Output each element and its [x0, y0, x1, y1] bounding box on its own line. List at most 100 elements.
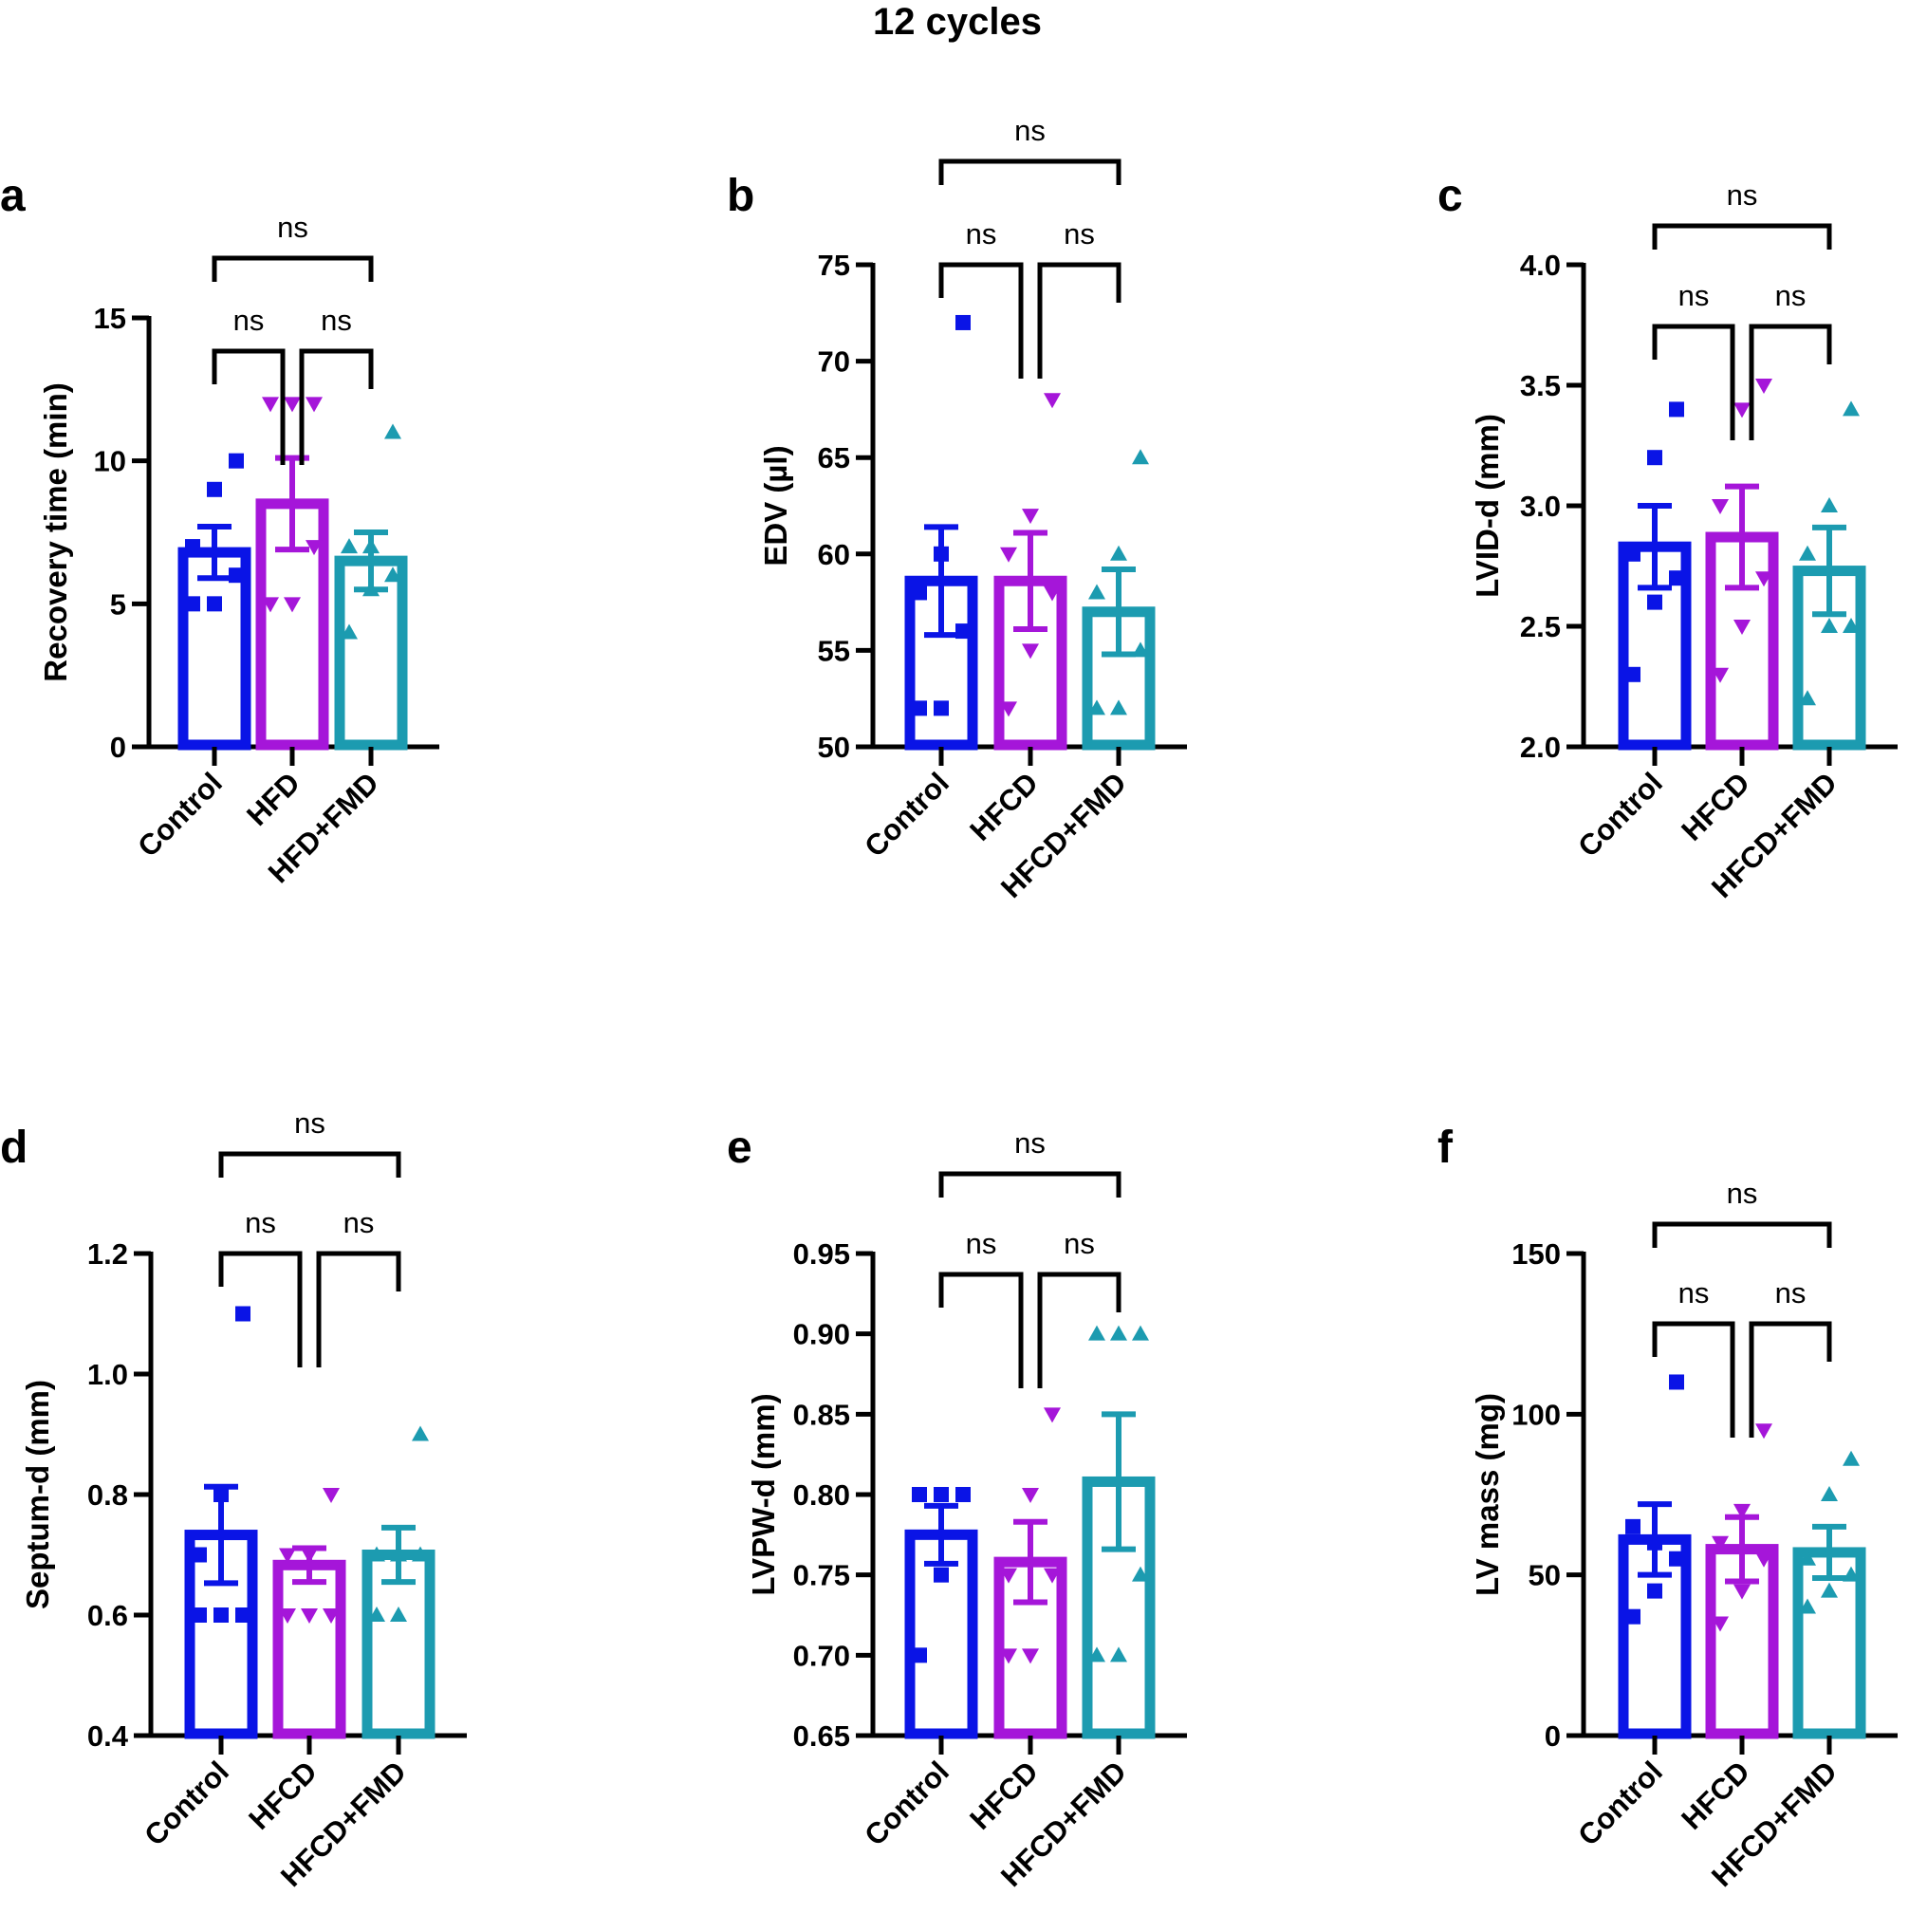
- data-point: [323, 1488, 340, 1503]
- significance-label: ns: [343, 1206, 375, 1239]
- significance-bracket: [1037, 262, 1121, 379]
- data-point: [279, 1548, 296, 1564]
- data-point: [192, 1547, 207, 1563]
- data-point: [1755, 571, 1772, 587]
- data-point: [934, 700, 949, 716]
- data-point: [1843, 1566, 1860, 1582]
- panel-letter: d: [0, 1123, 28, 1173]
- significance-bracket: [218, 1251, 303, 1367]
- data-point: [934, 1567, 949, 1583]
- category-label: Control: [858, 1755, 955, 1852]
- y-axis-label: Recovery time (min): [38, 382, 73, 681]
- significance-label: ns: [966, 1227, 997, 1260]
- y-tick-label: 0.75: [793, 1559, 850, 1592]
- y-tick-label: 0.70: [793, 1639, 850, 1672]
- y-axis-label: LVPW-d (mm): [746, 1393, 781, 1595]
- data-point: [1733, 402, 1751, 418]
- data-point: [1821, 1486, 1838, 1501]
- data-point: [185, 596, 200, 612]
- y-tick-label: 60: [818, 538, 850, 571]
- data-point: [1733, 620, 1751, 635]
- data-point: [1712, 1535, 1729, 1551]
- panel-letter: c: [1437, 171, 1463, 221]
- y-tick-label: 0.4: [87, 1719, 129, 1753]
- y-tick-label: 0: [110, 731, 126, 764]
- y-tick-label: 1.2: [87, 1237, 128, 1271]
- y-axis-label: LVID-d (mm): [1470, 414, 1505, 598]
- data-point: [1821, 497, 1838, 512]
- significance-label: ns: [233, 304, 265, 337]
- significance-bracket: [1652, 324, 1735, 440]
- significance-bracket: [316, 1251, 401, 1367]
- data-point: [301, 1548, 318, 1564]
- category-label: HFCD: [242, 1755, 324, 1836]
- data-point: [912, 700, 927, 716]
- data-point: [306, 397, 323, 413]
- panel-letter: e: [727, 1123, 752, 1173]
- data-point: [1000, 1648, 1017, 1664]
- data-point: [1712, 667, 1729, 683]
- data-point: [1088, 1325, 1105, 1341]
- data-point: [1088, 584, 1105, 600]
- significance-bracket: [218, 1151, 401, 1178]
- data-point: [1022, 643, 1039, 659]
- data-point: [1712, 499, 1729, 514]
- data-point: [362, 538, 380, 554]
- panel-letter: f: [1437, 1123, 1454, 1173]
- data-point: [1755, 379, 1772, 394]
- data-point: [323, 1608, 340, 1624]
- y-tick-label: 0.95: [793, 1237, 850, 1271]
- data-point: [341, 623, 358, 640]
- data-point: [1088, 699, 1105, 715]
- data-point: [213, 1487, 229, 1502]
- category-label: HFCD: [1675, 1755, 1756, 1836]
- data-point: [235, 1607, 250, 1623]
- data-point: [1000, 1568, 1017, 1584]
- data-point: [1044, 1568, 1061, 1584]
- data-point: [1755, 1551, 1772, 1568]
- data-point: [1110, 1325, 1127, 1341]
- category-label: Control: [138, 1755, 235, 1852]
- panel-d: d Septum-d (mm) 0.4 0.6 0.8 1.0 1.2 Control HFCD…: [0, 1106, 467, 1893]
- panel-e: e LVPW-d (mm) 0.65 0.70 0.75 0.80 0.85 0.90 0.95…: [727, 1123, 1187, 1893]
- data-point: [384, 567, 401, 583]
- y-tick-label: 0: [1545, 1719, 1561, 1753]
- y-tick-label: 0.90: [793, 1318, 850, 1351]
- y-tick-label: 0.8: [87, 1478, 128, 1512]
- data-point: [1132, 1325, 1149, 1341]
- data-point: [341, 538, 358, 554]
- panel-letter: a: [0, 171, 26, 221]
- significance-bracket: [212, 255, 374, 282]
- data-point: [207, 481, 222, 497]
- data-point: [934, 1487, 949, 1502]
- data-point: [1000, 547, 1017, 563]
- significance-bracket: [212, 348, 286, 465]
- category-label: Control: [1571, 1755, 1669, 1852]
- significance-bracket: [938, 1272, 1024, 1388]
- data-point: [1755, 1423, 1772, 1440]
- y-tick-label: 50: [1529, 1559, 1561, 1592]
- data-point: [1799, 1550, 1816, 1566]
- category-label: HFCD: [963, 1755, 1045, 1836]
- data-point: [229, 453, 244, 469]
- significance-label: ns: [1014, 1126, 1046, 1160]
- y-tick-label: 0.80: [793, 1478, 850, 1512]
- data-point: [207, 596, 222, 612]
- significance-label: ns: [1727, 1177, 1758, 1210]
- category-label: HFCD: [963, 766, 1045, 847]
- y-axis-label: Septum-d (mm): [20, 1380, 55, 1609]
- significance-bracket: [1652, 223, 1832, 250]
- significance-label: ns: [294, 1106, 325, 1140]
- data-point: [1821, 1582, 1838, 1598]
- data-point: [912, 1487, 927, 1502]
- data-point: [412, 1425, 429, 1441]
- bar: [272, 1559, 346, 1739]
- data-point: [1647, 594, 1662, 610]
- data-point: [912, 585, 927, 601]
- y-tick-label: 5: [110, 587, 126, 621]
- data-point: [213, 1607, 229, 1623]
- data-point: [1625, 1608, 1640, 1625]
- data-point: [1647, 1534, 1662, 1551]
